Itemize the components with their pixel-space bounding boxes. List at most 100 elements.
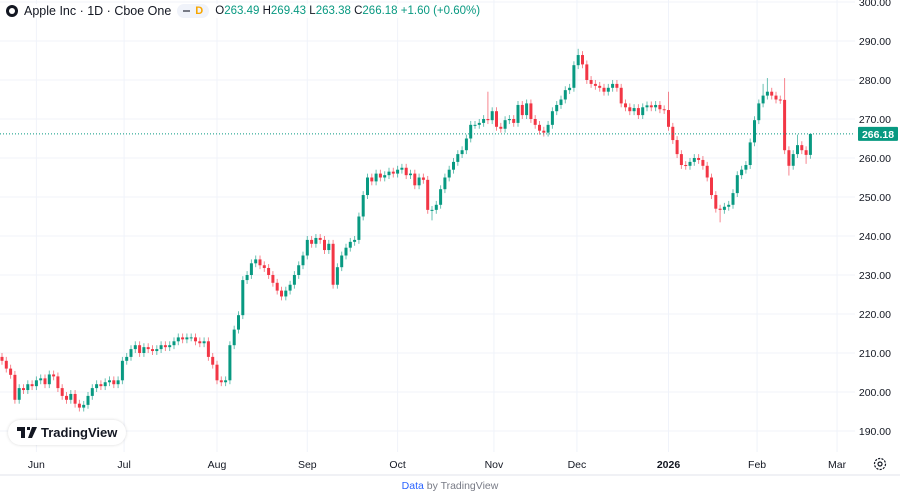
candle bbox=[765, 78, 769, 100]
candle-body bbox=[628, 107, 632, 112]
candle bbox=[628, 103, 632, 116]
close-label: C bbox=[354, 5, 363, 17]
close-value: 266.18 bbox=[362, 5, 398, 17]
candle bbox=[314, 234, 318, 248]
candle bbox=[47, 370, 51, 389]
candle bbox=[684, 161, 688, 170]
candle-body bbox=[645, 105, 649, 108]
candle-body bbox=[632, 108, 636, 112]
candle bbox=[787, 146, 791, 176]
candle bbox=[710, 173, 713, 199]
candle-body bbox=[641, 107, 645, 116]
candle bbox=[155, 345, 159, 355]
candle-body bbox=[194, 337, 197, 342]
candle bbox=[237, 311, 240, 334]
candle-body bbox=[735, 175, 739, 194]
candle-body bbox=[378, 173, 382, 178]
candle-body bbox=[103, 382, 107, 387]
candle bbox=[791, 150, 795, 170]
candle bbox=[417, 173, 421, 190]
candle bbox=[22, 384, 25, 394]
candle-body bbox=[761, 95, 765, 104]
y-tick-label: 300.00 bbox=[859, 0, 891, 9]
candle-body bbox=[69, 393, 73, 400]
candle bbox=[202, 337, 206, 348]
candle bbox=[654, 101, 658, 112]
candle bbox=[254, 255, 258, 268]
candle bbox=[65, 392, 68, 404]
candle bbox=[619, 83, 623, 108]
data-link[interactable]: Data bbox=[401, 480, 424, 492]
candle bbox=[658, 101, 662, 114]
candle-body bbox=[202, 341, 206, 344]
candle-body bbox=[90, 388, 94, 396]
candle bbox=[636, 104, 640, 119]
x-tick-label: Jul bbox=[117, 459, 130, 471]
candle-body bbox=[116, 380, 120, 385]
high-value: 269.43 bbox=[270, 5, 307, 17]
candle-body bbox=[30, 384, 34, 387]
candle bbox=[624, 99, 627, 112]
candle-body bbox=[133, 345, 137, 350]
candle-body bbox=[374, 173, 378, 182]
candle bbox=[13, 370, 17, 404]
candle-body bbox=[654, 104, 658, 108]
candle bbox=[77, 399, 81, 412]
candle bbox=[258, 255, 262, 270]
candle-body bbox=[796, 145, 799, 155]
candle bbox=[176, 333, 180, 346]
candle bbox=[331, 239, 335, 289]
candle-body bbox=[675, 140, 679, 155]
price-axis[interactable]: 190.00 200.00 210.00 220.00 230.00 240.00 250.… bbox=[859, 0, 891, 438]
candle bbox=[572, 61, 576, 92]
interval-label: D bbox=[195, 5, 204, 17]
candle-body bbox=[361, 195, 365, 217]
x-tick-label: Jun bbox=[28, 459, 45, 471]
candle bbox=[172, 337, 176, 350]
candle bbox=[503, 116, 507, 133]
candle-body bbox=[757, 103, 761, 121]
symbol-title[interactable]: Apple Inc · 1D · Cboe One bbox=[24, 4, 172, 18]
candle bbox=[327, 239, 331, 254]
candle bbox=[735, 171, 739, 197]
candle bbox=[538, 120, 541, 135]
candle-body bbox=[589, 80, 593, 84]
candle bbox=[499, 122, 503, 133]
candle bbox=[731, 189, 735, 209]
candle-body bbox=[108, 380, 111, 383]
candle bbox=[318, 234, 322, 244]
tradingview-logo[interactable]: TradingView bbox=[8, 420, 127, 445]
candle bbox=[151, 345, 154, 355]
x-tick-label: Aug bbox=[208, 459, 227, 471]
settings-gear-icon[interactable] bbox=[873, 457, 887, 471]
candle-body bbox=[602, 87, 606, 92]
candle bbox=[267, 264, 271, 279]
candle-body bbox=[649, 105, 653, 108]
candle-body bbox=[529, 103, 533, 119]
candle-body bbox=[52, 374, 56, 377]
candle bbox=[288, 280, 292, 295]
candle bbox=[138, 341, 142, 357]
candle-body bbox=[301, 255, 305, 266]
candle bbox=[585, 60, 589, 84]
candlestick-chart[interactable]: 190.00 200.00 210.00 220.00 230.00 240.00 250.… bbox=[0, 0, 900, 476]
interval-badge[interactable]: D bbox=[177, 4, 210, 18]
candle-body bbox=[692, 158, 696, 162]
candle bbox=[357, 212, 361, 244]
candle-body bbox=[559, 99, 563, 105]
x-tick-label: Sep bbox=[298, 459, 317, 471]
candle bbox=[525, 99, 529, 119]
candle bbox=[688, 158, 692, 170]
candle bbox=[679, 150, 683, 169]
y-tick-label: 290.00 bbox=[859, 36, 891, 48]
candle-body bbox=[99, 384, 103, 387]
time-axis[interactable]: Jun Jul Aug Sep Oct Nov Dec 2026 Feb Mar bbox=[28, 459, 847, 471]
candle bbox=[645, 101, 649, 112]
candle-body bbox=[142, 347, 146, 353]
candle-body bbox=[615, 83, 619, 88]
minus-icon bbox=[183, 10, 191, 12]
candle-body bbox=[292, 275, 296, 285]
change-value: +1.60 (+0.60%) bbox=[400, 5, 481, 17]
candle-body bbox=[748, 142, 752, 166]
candle bbox=[9, 364, 13, 379]
